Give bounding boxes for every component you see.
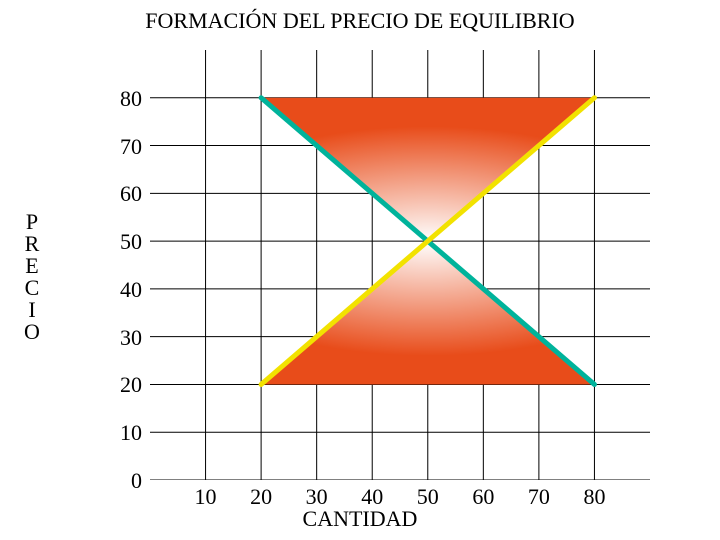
y-tick: 50	[102, 229, 142, 255]
x-axis-label: CANTIDAD	[0, 506, 720, 532]
y-axis-label-char: R	[20, 232, 44, 254]
y-tick: 30	[102, 325, 142, 351]
y-axis-label-char: O	[20, 320, 44, 342]
y-axis-label-char: E	[20, 254, 44, 276]
y-axis-label-char: C	[20, 276, 44, 298]
y-tick: 0	[102, 468, 142, 494]
y-axis-label: P R E C I O	[20, 210, 44, 342]
chart-stage: FORMACIÓN DEL PRECIO DE EQUILIBRIO P R E…	[0, 0, 720, 540]
y-tick: 40	[102, 277, 142, 303]
y-tick: 70	[102, 134, 142, 160]
y-axis-label-char: P	[20, 210, 44, 232]
y-tick: 60	[102, 181, 142, 207]
y-tick: 80	[102, 86, 142, 112]
y-tick: 20	[102, 372, 142, 398]
chart-title: FORMACIÓN DEL PRECIO DE EQUILIBRIO	[0, 8, 720, 34]
y-axis-label-char: I	[20, 298, 44, 320]
plot-area	[150, 50, 650, 480]
y-tick: 10	[102, 420, 142, 446]
